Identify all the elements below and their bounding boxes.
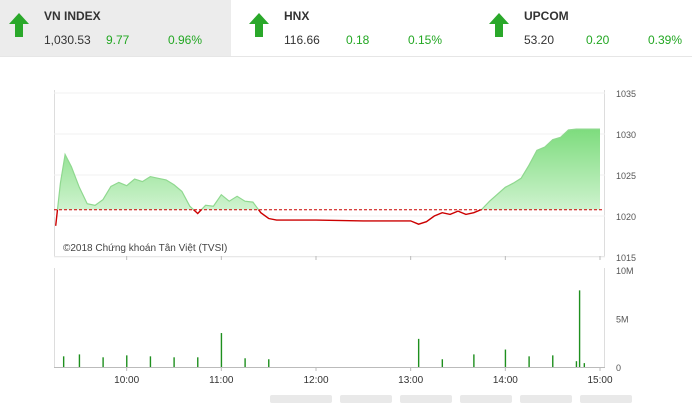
volume-bar bbox=[473, 354, 475, 367]
volume-bar bbox=[126, 355, 128, 367]
arrow-up-icon bbox=[9, 13, 29, 37]
volume-bar bbox=[149, 356, 152, 367]
price-area-fill bbox=[55, 129, 600, 210]
volume-bar bbox=[583, 363, 586, 367]
volume-bar bbox=[102, 357, 104, 367]
price-tick-label: 1030 bbox=[616, 130, 636, 140]
price-y-ticks: 1035 1030 1025 1020 1015 bbox=[616, 89, 636, 263]
volume-bar bbox=[578, 290, 581, 367]
timeframe-tab[interactable] bbox=[580, 395, 632, 403]
index-header: VN INDEX 1,030.53 9.77 0.96% HNX 116.66 … bbox=[0, 0, 692, 56]
volume-bar bbox=[244, 358, 246, 367]
price-tick-label: 1015 bbox=[616, 253, 636, 263]
x-tick-label: 12:00 bbox=[303, 375, 328, 386]
timeframe-tab[interactable] bbox=[270, 395, 332, 403]
index-value: 53.20 bbox=[524, 33, 555, 47]
price-tick-label: 1025 bbox=[616, 171, 636, 181]
price-tick-label: 1035 bbox=[616, 89, 636, 99]
index-change: 0.20 bbox=[586, 33, 610, 47]
intraday-chart: 1035 1030 1025 1020 1015 10M 5M 0 10:00 11:00 12… bbox=[0, 56, 692, 401]
index-name: UPCOM bbox=[524, 9, 569, 23]
volume-bar bbox=[552, 355, 554, 367]
volume-y-ticks: 10M 5M 0 bbox=[616, 266, 634, 373]
chart-watermark: ©2018 Chứng khoán Tân Việt (TVSI) bbox=[63, 243, 227, 254]
volume-bar bbox=[62, 356, 65, 367]
index-change: 0.18 bbox=[346, 33, 370, 47]
timeframe-tab[interactable] bbox=[400, 395, 452, 403]
chart-svg: 1035 1030 1025 1020 1015 10M 5M 0 10:00 11:00 12… bbox=[0, 56, 692, 386]
x-tick-label: 10:00 bbox=[114, 375, 139, 386]
price-line-above bbox=[56, 128, 600, 210]
volume-bar bbox=[528, 356, 530, 367]
arrow-up-icon bbox=[489, 13, 509, 37]
index-change: 9.77 bbox=[106, 33, 130, 47]
volume-bar bbox=[197, 357, 199, 367]
index-percent: 0.15% bbox=[408, 33, 443, 47]
timeframe-tab[interactable] bbox=[460, 395, 512, 403]
price-area bbox=[55, 128, 600, 226]
volume-bar bbox=[504, 349, 507, 367]
price-tick-label: 1020 bbox=[616, 212, 636, 222]
index-value: 116.66 bbox=[284, 33, 320, 47]
volume-tick-label: 10M bbox=[616, 266, 634, 276]
time-x-ticks: 10:00 11:00 12:00 13:00 14:00 15:00 bbox=[114, 256, 613, 386]
grid-lines bbox=[54, 92, 605, 258]
index-tab-vnindex[interactable]: VN INDEX 1,030.53 9.77 0.96% bbox=[0, 0, 231, 56]
x-tick-label: 14:00 bbox=[493, 375, 518, 386]
index-tab-hnx[interactable]: HNX 116.66 0.18 0.15% bbox=[240, 0, 471, 56]
volume-tick-label: 5M bbox=[616, 315, 629, 325]
volume-bar bbox=[173, 357, 175, 367]
volume-bar bbox=[575, 361, 578, 367]
price-line-below bbox=[55, 209, 483, 226]
volume-bars bbox=[62, 290, 586, 367]
timeframe-tab[interactable] bbox=[340, 395, 392, 403]
volume-tick-label: 0 bbox=[616, 363, 621, 373]
index-percent: 0.96% bbox=[168, 33, 203, 47]
timeframe-tab[interactable] bbox=[520, 395, 572, 403]
index-name: VN INDEX bbox=[44, 9, 101, 23]
x-tick-label: 11:00 bbox=[209, 375, 234, 386]
x-tick-label: 15:00 bbox=[587, 375, 612, 386]
volume-bar bbox=[441, 359, 444, 367]
volume-bar bbox=[268, 359, 270, 367]
volume-bar bbox=[78, 354, 81, 367]
index-tab-upcom[interactable]: UPCOM 53.20 0.20 0.39% bbox=[480, 0, 692, 56]
index-percent: 0.39% bbox=[648, 33, 683, 47]
x-tick-label: 13:00 bbox=[398, 375, 423, 386]
index-value: 1,030.53 bbox=[44, 33, 91, 47]
volume-bar bbox=[417, 338, 420, 367]
arrow-up-icon bbox=[249, 13, 269, 37]
volume-bar bbox=[220, 333, 223, 367]
index-name: HNX bbox=[284, 9, 310, 23]
